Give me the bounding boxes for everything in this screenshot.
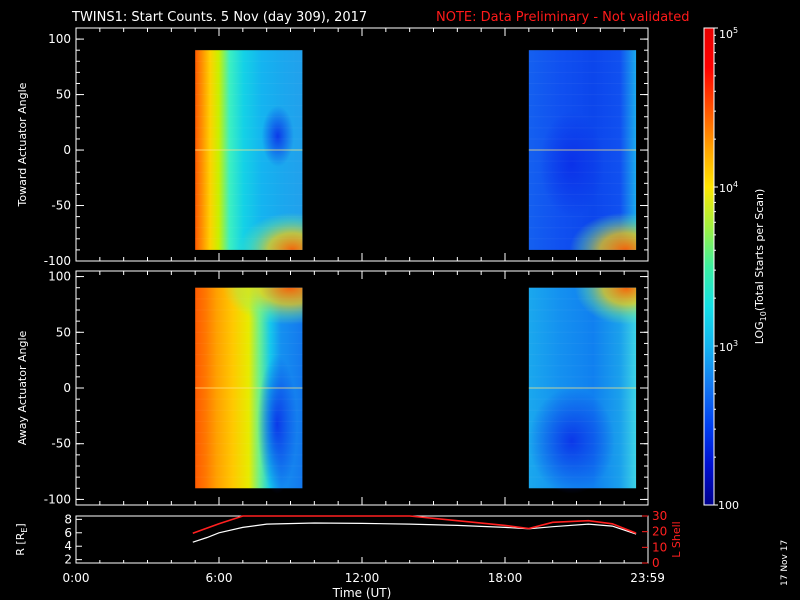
colorbar-tick-base: 10	[719, 28, 733, 41]
l-shell-line	[192, 515, 637, 534]
y-tick-label: 50	[56, 88, 71, 102]
low-count-region	[539, 111, 604, 217]
x-axis-label: Time (UT)	[332, 586, 392, 600]
y-tick-label: 0	[63, 143, 71, 157]
colorbar-tick-label: 100	[718, 499, 739, 512]
colorbar-tick-exp: 5	[733, 26, 738, 35]
colorbar-tick-exp: 3	[733, 339, 738, 348]
y-tick-label: 0	[63, 381, 71, 395]
y-tick-label: 6	[64, 526, 72, 540]
y-axis-label-close: ]	[14, 523, 27, 527]
low-count-region	[261, 105, 294, 167]
high-count-region	[235, 203, 303, 250]
colorbar-tick-exp: 4	[733, 180, 738, 189]
y2-tick-label: 0	[652, 556, 660, 570]
chart-title: TWINS1: Start Counts. 5 Nov (day 309), 2…	[71, 10, 367, 25]
preliminary-note: NOTE: Data Preliminary - Not validated	[436, 10, 690, 25]
y-axis-label: Away Actuator Angle	[16, 330, 29, 445]
radius-line	[192, 522, 637, 543]
y-tick-label: 100	[48, 32, 71, 46]
x-tick-label: 23:59	[630, 571, 665, 585]
date-stamp: 17 Nov 17	[780, 540, 790, 586]
y2-axis-label: L Shell	[670, 521, 683, 557]
low-count-region	[257, 354, 298, 494]
colorbar-tick-base: 10	[719, 182, 733, 195]
colorbar-label-rest: (Total Starts per Scan)	[753, 189, 766, 311]
away-angle-panel: 100 50 0 -50 -100 Away Actuator Angle	[16, 270, 649, 506]
y2-tick-label: 10	[652, 540, 667, 554]
y2-tick-label: 20	[652, 525, 667, 539]
high-count-region	[571, 287, 637, 334]
high-count-region	[218, 287, 303, 334]
colorbar-label: LOG10(Total Starts per Scan)	[753, 189, 768, 345]
y2-tick-label: 30	[652, 509, 667, 523]
y-tick-label: 50	[56, 325, 71, 339]
y-tick-label: 4	[64, 539, 72, 553]
y-tick-label: -100	[44, 254, 71, 268]
y-axis-label: Toward Actuator Angle	[16, 82, 29, 207]
colorbar-tick-label: 105	[719, 26, 738, 41]
y-tick-label: -100	[44, 492, 71, 506]
y-axis-label-sub: E	[20, 528, 29, 533]
x-tick-label: 0:00	[63, 571, 90, 585]
high-count-region	[566, 203, 637, 250]
y-tick-label: 2	[64, 553, 72, 567]
y-tick-label: -50	[51, 437, 71, 451]
y-axis-label: R [RE]	[14, 523, 29, 555]
y-tick-label: 100	[48, 270, 71, 284]
toward-angle-panel: 100 50 0 -50 -100 Toward Actuator Angle	[16, 27, 649, 268]
colorbar-tick-base: 10	[719, 341, 733, 354]
colorbar-label-sub: 10	[759, 311, 768, 321]
x-tick-label: 12:00	[345, 571, 380, 585]
colorbar-label-main: LOG	[753, 321, 766, 344]
x-tick-label: 6:00	[206, 571, 233, 585]
y-axis-label-main: R [R	[14, 532, 27, 555]
y-tick-label: 8	[64, 512, 72, 526]
x-tick-label: 18:00	[488, 571, 523, 585]
colorbar-tick-label: 104	[719, 180, 738, 195]
y-tick-label: -50	[51, 199, 71, 213]
low-count-region	[528, 388, 615, 494]
colorbar-scale	[703, 27, 715, 506]
colorbar-tick-label: 103	[719, 339, 738, 354]
